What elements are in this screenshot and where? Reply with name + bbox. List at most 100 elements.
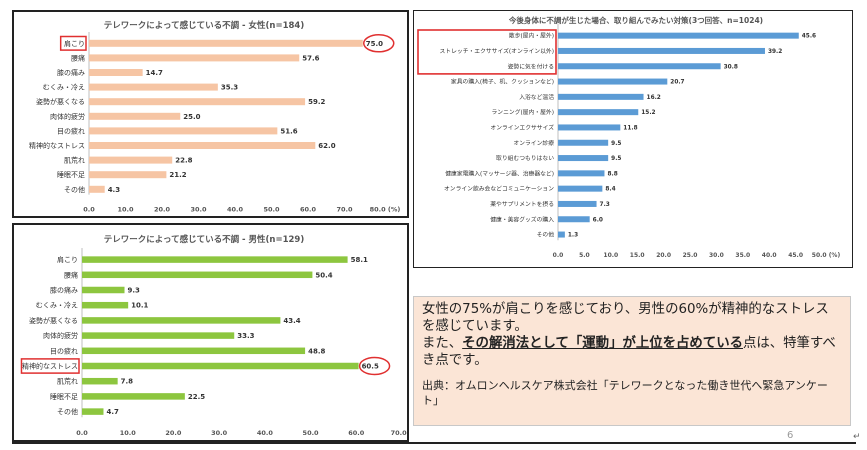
summary-suffix: 点は、特筆すべき点です。 xyxy=(422,336,836,368)
female-category-label: 腰痛 xyxy=(71,53,85,62)
female-bar xyxy=(89,69,143,76)
measures-category-label: 取り組むつもりはない xyxy=(496,154,554,162)
male-x-tick-label: 70.0 (%) xyxy=(391,429,407,437)
summary-emphasis: その解消法として「運動」が上位を占めている xyxy=(462,336,743,351)
measures-value-label: 7.3 xyxy=(600,202,610,208)
female-category-label: その他 xyxy=(64,185,85,194)
female-value-label: 35.3 xyxy=(221,84,238,92)
measures-value-label: 16.2 xyxy=(647,95,661,101)
male-chart: テレワークによって感じている不調 - 男性(n=129) 肩こり 58.1 腰痛 50.… xyxy=(20,234,407,437)
female-category-label: 肉体的疲労 xyxy=(50,112,85,121)
male-x-tick-label: 20.0 xyxy=(165,429,182,437)
measures-chart-panel: 今後身体に不調が生じた場合、取り組んでみたい対策(3つ回答、n=1024) 散歩(… xyxy=(413,10,853,268)
female-x-tick-label: 80.0 (%) xyxy=(370,206,401,214)
page-number: 6 xyxy=(787,430,794,441)
male-bar xyxy=(82,317,281,324)
male-category-label: 肩こり xyxy=(57,255,78,264)
measures-bar xyxy=(558,139,609,146)
male-value-label: 60.5 xyxy=(362,363,379,371)
female-value-label: 14.7 xyxy=(146,69,163,77)
bottom-divider xyxy=(12,442,856,444)
measures-chart-title: 今後身体に不調が生じた場合、取り組んでみたい対策(3つ回答、n=1024) xyxy=(508,15,763,25)
female-category-label: 肌荒れ xyxy=(64,156,85,165)
measures-category-label: 健康・美容グッズの購入 xyxy=(490,215,554,223)
source-citation: 出典：オムロンヘルスケア株式会社「テレワークとなった働き世代へ緊急アンケート」 xyxy=(422,379,828,407)
measures-value-label: 39.2 xyxy=(768,49,782,55)
measures-category-label: ランニング(屋内・屋外) xyxy=(492,108,555,116)
male-value-label: 48.8 xyxy=(308,347,325,355)
female-bar xyxy=(89,98,306,106)
female-highlight-value-ellipse xyxy=(363,34,395,53)
measures-bar xyxy=(558,170,605,177)
summary-line-1: 女性の75%が肩こりを感じており、男性の60%が精神的なストレスを感じています。 xyxy=(422,302,829,334)
measures-value-label: 11.8 xyxy=(623,126,637,132)
male-category-label: 目の疲れ xyxy=(50,346,78,355)
measures-bar xyxy=(558,231,565,238)
return-mark: ↵ xyxy=(853,432,861,442)
male-highlight-value-ellipse xyxy=(358,356,391,376)
female-x-tick-label: 40.0 xyxy=(227,206,244,214)
female-x-tick-label: 10.0 xyxy=(117,206,134,214)
male-value-label: 22.5 xyxy=(188,393,205,401)
male-bar xyxy=(82,347,306,355)
female-value-label: 22.8 xyxy=(175,157,192,165)
female-bar xyxy=(89,112,181,120)
measures-bar xyxy=(558,32,799,39)
male-bar xyxy=(82,286,125,294)
measures-category-label: オンライン飲み会などコミュニケーション xyxy=(444,185,554,193)
measures-category-label: その他 xyxy=(537,231,555,239)
measures-value-label: 20.7 xyxy=(670,80,684,86)
female-category-label: 姿勢が悪くなる xyxy=(36,97,85,106)
male-category-label: 腰痛 xyxy=(64,270,78,279)
measures-category-label: ストレッチ・エクササイズ(オンライン以外) xyxy=(440,47,555,55)
measures-bar xyxy=(558,216,590,223)
male-bar xyxy=(82,301,129,309)
female-value-label: 21.2 xyxy=(169,171,186,179)
measures-bar xyxy=(558,47,765,54)
female-x-tick-label: 0.0 xyxy=(83,206,95,214)
measures-category-label: 家具の購入(椅子、机、クッションなど) xyxy=(451,78,554,86)
male-value-label: 7.8 xyxy=(121,378,134,386)
summary-box: 女性の75%が肩こりを感じており、男性の60%が精神的なストレスを感じています。… xyxy=(413,296,851,426)
female-category-label: 膝の痛み xyxy=(57,68,85,77)
summary-prefix: また、 xyxy=(422,336,463,351)
male-x-tick-label: 0.0 xyxy=(76,429,88,437)
male-value-label: 9.3 xyxy=(128,287,141,295)
measures-bar xyxy=(558,124,621,131)
male-value-label: 43.4 xyxy=(283,317,300,325)
male-x-tick-label: 50.0 xyxy=(303,429,320,437)
measures-value-label: 8.4 xyxy=(605,187,615,193)
measures-x-tick-label: 35.0 xyxy=(735,252,750,259)
measures-value-label: 15.2 xyxy=(641,110,655,116)
measures-category-label: 散歩(屋内・屋外) xyxy=(509,32,554,40)
male-category-label: 精神的なストレス xyxy=(22,362,78,371)
male-value-label: 4.7 xyxy=(106,408,119,416)
measures-value-label: 8.8 xyxy=(607,171,617,177)
measures-x-tick-label: 5.0 xyxy=(579,252,590,259)
male-bar xyxy=(82,393,185,400)
female-category-label: 肩こり xyxy=(64,39,85,48)
female-value-label: 59.2 xyxy=(308,98,325,106)
male-value-label: 10.1 xyxy=(131,302,148,310)
measures-value-label: 1.3 xyxy=(568,233,578,239)
male-category-label: 姿勢が悪くなる xyxy=(29,316,78,325)
female-category-label: 精神的なストレス xyxy=(29,141,85,150)
measures-value-label: 45.6 xyxy=(802,34,816,40)
male-x-tick-label: 40.0 xyxy=(257,429,274,437)
female-x-tick-label: 20.0 xyxy=(154,206,171,214)
female-value-label: 51.6 xyxy=(280,127,297,135)
measures-bar xyxy=(558,155,609,162)
female-chart-panel: テレワークによって感じている不調 - 女性(n=184) 肩こり 75.0 腰痛 57.… xyxy=(12,10,409,218)
female-bar xyxy=(89,83,218,91)
measures-value-label: 30.8 xyxy=(724,64,738,70)
male-x-tick-label: 10.0 xyxy=(120,429,137,437)
measures-bar xyxy=(558,63,721,70)
female-category-label: 睡眠不足 xyxy=(57,171,85,179)
male-category-label: 肌荒れ xyxy=(57,377,78,386)
male-x-tick-label: 30.0 xyxy=(211,429,228,437)
measures-category-label: オンラインエクササイズ xyxy=(490,124,554,132)
measures-x-tick-label: 0.0 xyxy=(553,252,564,259)
measures-category-label: オンライン診療 xyxy=(513,139,554,147)
female-x-tick-label: 60.0 xyxy=(300,206,317,214)
female-category-label: むくみ・冷え xyxy=(43,83,85,92)
